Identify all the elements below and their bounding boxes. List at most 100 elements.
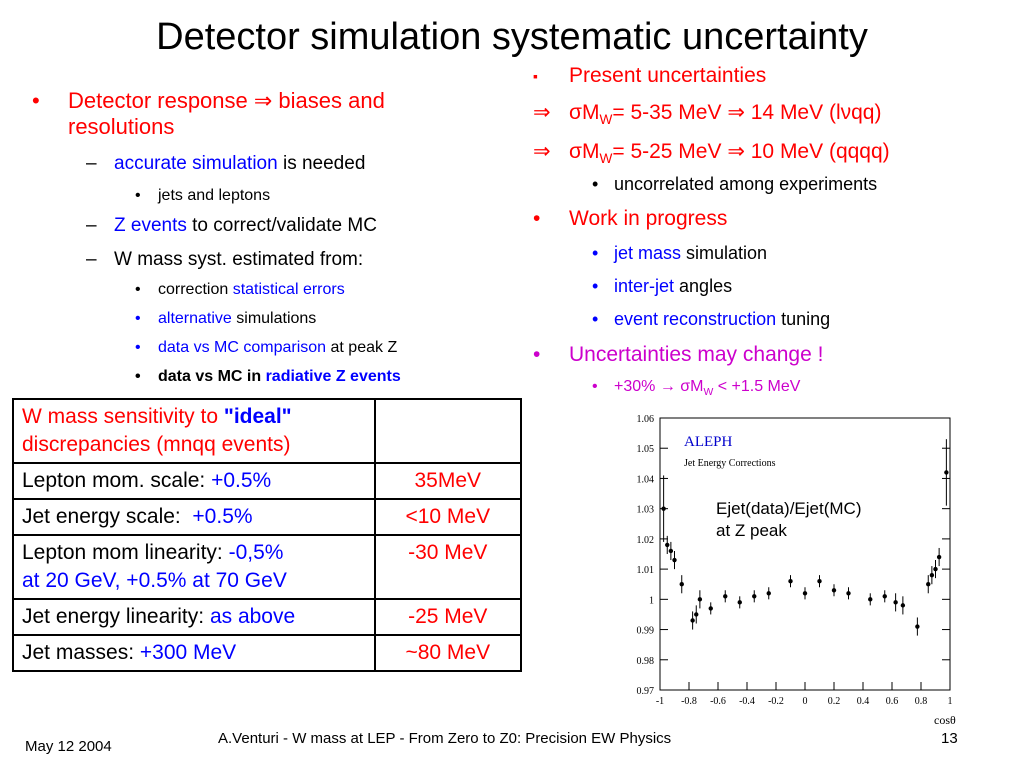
chart-subtitle: Jet Energy Corrections (684, 458, 776, 469)
row-blue-value: +0.5% (192, 505, 253, 528)
simulation-text: simulation (681, 243, 768, 263)
x-tick-label: 0.2 (828, 696, 841, 707)
y-tick-label: 1.02 (637, 535, 655, 546)
ideal-text: "ideal" (223, 405, 292, 428)
data-point (679, 582, 684, 587)
data-point (882, 594, 887, 599)
data-point (831, 588, 837, 593)
row-label: Jet energy scale: (22, 505, 193, 528)
sigma-mw-lvqq-item: σMW= 5-35 MeV ⇒ 14 MeV (lνqq) (569, 100, 881, 133)
data-point (697, 597, 703, 602)
z-events-text: Z events (114, 215, 187, 236)
plus-30-percent-item: +30% → σMW < +1.5 MeV (614, 377, 800, 403)
is-needed-text: is needed (277, 153, 366, 174)
sub-z-events: Z events to correct/validate MC (114, 214, 377, 238)
header-post-text: discrepancies (mnqq events) (22, 433, 291, 456)
row-label: Jet masses: (22, 641, 140, 664)
data-point (936, 554, 942, 560)
table-value-cell: <10 MeV (373, 498, 523, 536)
y-tick-label: 1 (649, 595, 654, 606)
uncertainties-may-change-item: Uncertainties may change ! (569, 343, 824, 366)
table-header-cell: W mass sensitivity to "ideal" discrepanc… (12, 398, 376, 464)
bullet-marker: • (592, 174, 599, 194)
footer-date: May 12 2004 (25, 738, 112, 755)
data-point (752, 594, 757, 599)
correct-validate-text: to correct/validate MC (186, 215, 377, 236)
chart-annotation: Ejet(data)/Ejet(MC) at Z peak (716, 498, 861, 542)
correction-stat-errors-item: correction statistical errors (158, 280, 345, 300)
bullet-marker: • (135, 368, 141, 385)
table-value-cell: -30 MeV (373, 534, 523, 600)
plus30-text: +30% → σM (614, 378, 704, 395)
accurate-simulation-text: accurate simulation (114, 153, 278, 174)
data-point (766, 591, 771, 596)
sigma-qqqq-text: = 5-25 MeV ⇒ 10 MeV (qqqq) (612, 140, 890, 163)
jets-leptons-item: jets and leptons (158, 187, 271, 204)
row-label: Lepton mom linearity: (22, 541, 229, 564)
square-bullet-marker: ▪ (533, 68, 538, 84)
data-point (690, 618, 695, 623)
data-point (846, 591, 851, 596)
bullet-marker: • (135, 310, 141, 327)
chart-title: ALEPH (684, 434, 733, 450)
data-point (665, 542, 670, 548)
data-point (672, 557, 677, 563)
x-tick-label: 1 (948, 696, 953, 707)
inter-jet-text: inter-jet (614, 276, 675, 296)
jet-mass-item: jet mass simulation (614, 242, 767, 264)
jet-mass-text: jet mass (614, 243, 682, 263)
sensitivity-table: W mass sensitivity to "ideal" discrepanc… (12, 398, 523, 672)
table-row: Jet masses: +300 MeV ~80 MeV (12, 634, 523, 672)
y-tick-label: 0.98 (637, 656, 655, 667)
x-tick-label: 0.4 (857, 696, 870, 707)
simulations-text: simulations (231, 310, 317, 327)
dash-marker: – (86, 153, 97, 174)
row-blue-value: +0.5% (211, 469, 272, 492)
x-tick-label: 0 (803, 696, 808, 707)
slide-title: Detector simulation systematic uncertain… (156, 16, 868, 58)
bullet-marker: • (533, 343, 541, 366)
alternative-text: alternative (158, 310, 232, 327)
x-tick-label: -0.8 (681, 696, 697, 707)
data-point (668, 548, 674, 554)
data-point (802, 591, 808, 596)
data-vs-mc-comparison-text: data vs MC comparison (158, 339, 327, 356)
bullet-marker: • (592, 309, 599, 329)
plus30-post-text: < +1.5 MeV (713, 378, 801, 395)
data-point (929, 572, 935, 578)
x-tick-label: 0.6 (886, 696, 899, 707)
implies-arrow: ⇒ (533, 101, 551, 124)
annotation-line1: Ejet(data)/Ejet(MC) (716, 499, 862, 518)
y-tick-label: 1.05 (637, 444, 655, 455)
sigma-lvqq-text: = 5-35 MeV ⇒ 14 MeV (lνqq) (612, 101, 882, 124)
event-reconstruction-text: event reconstruction (614, 309, 777, 329)
x-axis: -1 -0.8 -0.6 -0.4 -0.2 0 0.2 0.4 0.6 0.8 1 (656, 682, 953, 707)
data-point (900, 603, 906, 608)
x-tick-label: -0.2 (768, 696, 784, 707)
table-header-row: W mass sensitivity to "ideal" discrepanc… (12, 398, 523, 464)
correction-text: correction (158, 281, 233, 298)
dash-marker: – (86, 249, 97, 270)
y-tick-label: 0.99 (637, 626, 655, 637)
detector-response-line1: Detector response ⇒ biases and (68, 88, 385, 113)
sigma-mw-qqqq-item: σMW= 5-25 MeV ⇒ 10 MeV (qqqq) (569, 139, 890, 172)
data-point (893, 600, 898, 605)
data-point (868, 597, 873, 602)
row-blue-value-line2: at 20 GeV, +0.5% at 70 GeV (22, 569, 287, 592)
row-blue-value: -0,5% (228, 541, 284, 564)
table-header-empty-cell (373, 398, 523, 464)
y-tick-label: 1.06 (637, 414, 655, 425)
table-row: Jet energy linearity: as above -25 MeV (12, 598, 523, 636)
row-label: Lepton mom. scale: (22, 469, 212, 492)
w-subscript: W (599, 112, 613, 128)
angles-text: angles (674, 276, 733, 296)
bullet-marker: • (135, 281, 141, 298)
y-axis: 0.97 0.98 0.99 1 1.01 1.02 1.03 1.04 1.05 1.06 (637, 414, 950, 697)
x-axis-label: cosθ (934, 713, 956, 727)
dash-marker: – (86, 215, 97, 236)
header-pre-text: W mass sensitivity to (22, 405, 224, 428)
data-point (915, 624, 920, 629)
work-in-progress-item: Work in progress (569, 207, 728, 230)
bullet-marker: • (592, 276, 599, 296)
bullet-marker: • (592, 243, 599, 263)
